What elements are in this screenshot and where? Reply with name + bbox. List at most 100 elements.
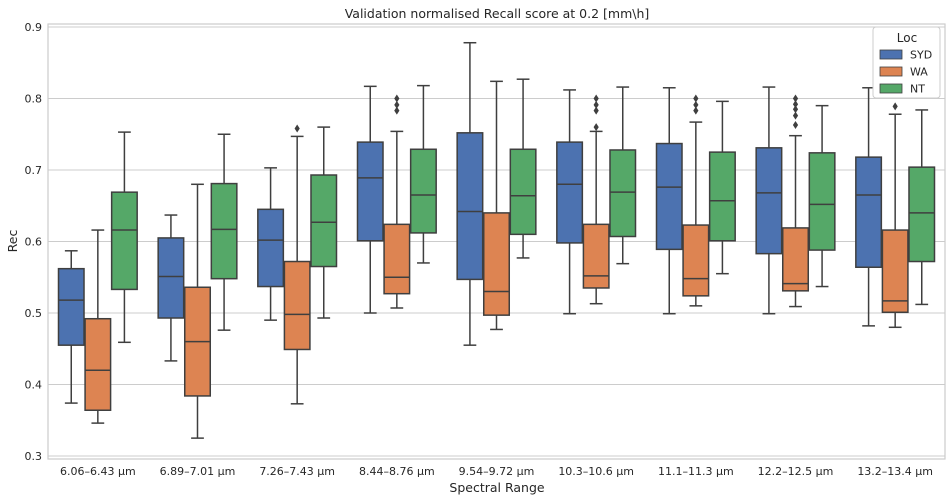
box-iqr [210,182,238,280]
outlier-point [792,111,799,120]
box-nt [609,86,637,265]
box-iqr [781,227,810,292]
box-iqr [556,141,584,244]
legend-swatch-nt [879,83,903,94]
chart-title: Validation normalised Recall score at 0.… [345,6,650,21]
legend-label-wa: WA [910,66,928,79]
box-wa [183,183,212,439]
box-iqr [708,151,736,242]
box-wa [881,90,909,329]
box-nt [908,109,936,306]
x-tick-label: 9.54–9.72 μm [459,465,535,478]
box-nt [110,131,138,344]
x-tick-label: 8.44–8.76 μm [359,465,435,478]
box-syd [356,85,384,314]
y-tick-label: 0.6 [25,236,43,249]
box-wa [781,94,810,308]
box-iqr [157,237,185,319]
box-syd [157,214,185,362]
legend-swatch-syd [879,49,903,60]
x-tick-label: 6.06–6.43 μm [60,465,136,478]
outlier-point [593,123,599,132]
legend-box [872,26,941,99]
box-nt [310,126,338,319]
box-iqr [383,223,411,295]
legend-label-syd: SYD [910,49,932,62]
y-tick-label: 0.9 [25,21,43,34]
box-wa [582,94,610,305]
box-iqr [682,224,710,297]
outlier-point [394,94,400,103]
box-iqr [57,267,85,346]
box-syd [57,250,85,404]
box-iqr [409,148,437,234]
plot-frame [47,23,946,460]
x-tick-label: 11.1–11.3 μm [658,465,734,478]
box-iqr [881,229,909,314]
box-wa [283,124,311,405]
x-axis-label: Spectral Range [449,480,545,495]
legend-title: Loc [897,31,917,45]
box-iqr [609,149,637,238]
box-iqr [655,142,683,251]
outlier-point [394,100,400,109]
outlier-point [792,100,799,109]
outlier-point [593,100,599,109]
x-tick-label: 13.2–13.4 μm [857,465,933,478]
box-syd [257,167,285,321]
box-nt [808,104,836,288]
y-tick-label: 0.3 [25,450,43,463]
box-iqr [110,191,138,291]
box-iqr [582,223,610,289]
outlier-point [792,94,799,103]
box-wa [383,94,411,309]
outlier-point [593,94,599,103]
box-iqr [808,152,836,251]
x-tick-label: 6.89–7.01 μm [160,465,236,478]
x-tick-label: 12.2–12.5 μm [758,465,834,478]
boxes [57,41,936,439]
box-wa [482,80,511,331]
box-wa [84,229,112,424]
box-syd [655,87,683,315]
axis-ticks: 0.3 0.4 0.5 0.6 0.7 0.8 0.9 6.06–6.43 μm 6.89–7.… [25,21,934,478]
x-tick-label: 10.3–10.6 μm [558,465,634,478]
x-tick-label: 7.26–7.43 μm [259,465,335,478]
outlier-point [693,106,699,115]
box-iqr [755,147,783,255]
legend: Loc SYD WA NT [872,26,941,99]
box-iqr [509,148,537,236]
box-syd [556,89,584,315]
box-iqr [310,174,338,268]
legend-items: SYD WA NT [879,49,932,96]
box-wa [682,94,710,307]
outlier-point [394,106,400,115]
box-nt [409,84,437,264]
y-tick-label: 0.7 [25,164,43,177]
box-iqr [84,317,112,411]
y-tick-label: 0.8 [25,93,43,106]
box-syd [456,41,484,346]
box-iqr [257,208,285,288]
box-syd [755,86,783,315]
box-iqr [482,212,511,316]
outlier-point [693,94,699,103]
outlier-point [892,102,898,111]
y-tick-label: 0.4 [25,379,43,392]
box-iqr [855,156,883,268]
box-iqr [456,132,484,281]
box-iqr [283,260,311,351]
box-syd [855,87,883,327]
y-axis-label: Rec [5,230,20,253]
box-nt [210,133,238,331]
outlier-point [693,100,699,109]
box-nt [708,100,736,275]
outlier-point [792,105,799,114]
y-tick-label: 0.5 [25,307,43,320]
outlier-point [294,124,300,133]
box-nt [509,78,537,259]
box-iqr [908,166,936,263]
outlier-point [792,120,799,129]
legend-swatch-wa [879,66,903,77]
